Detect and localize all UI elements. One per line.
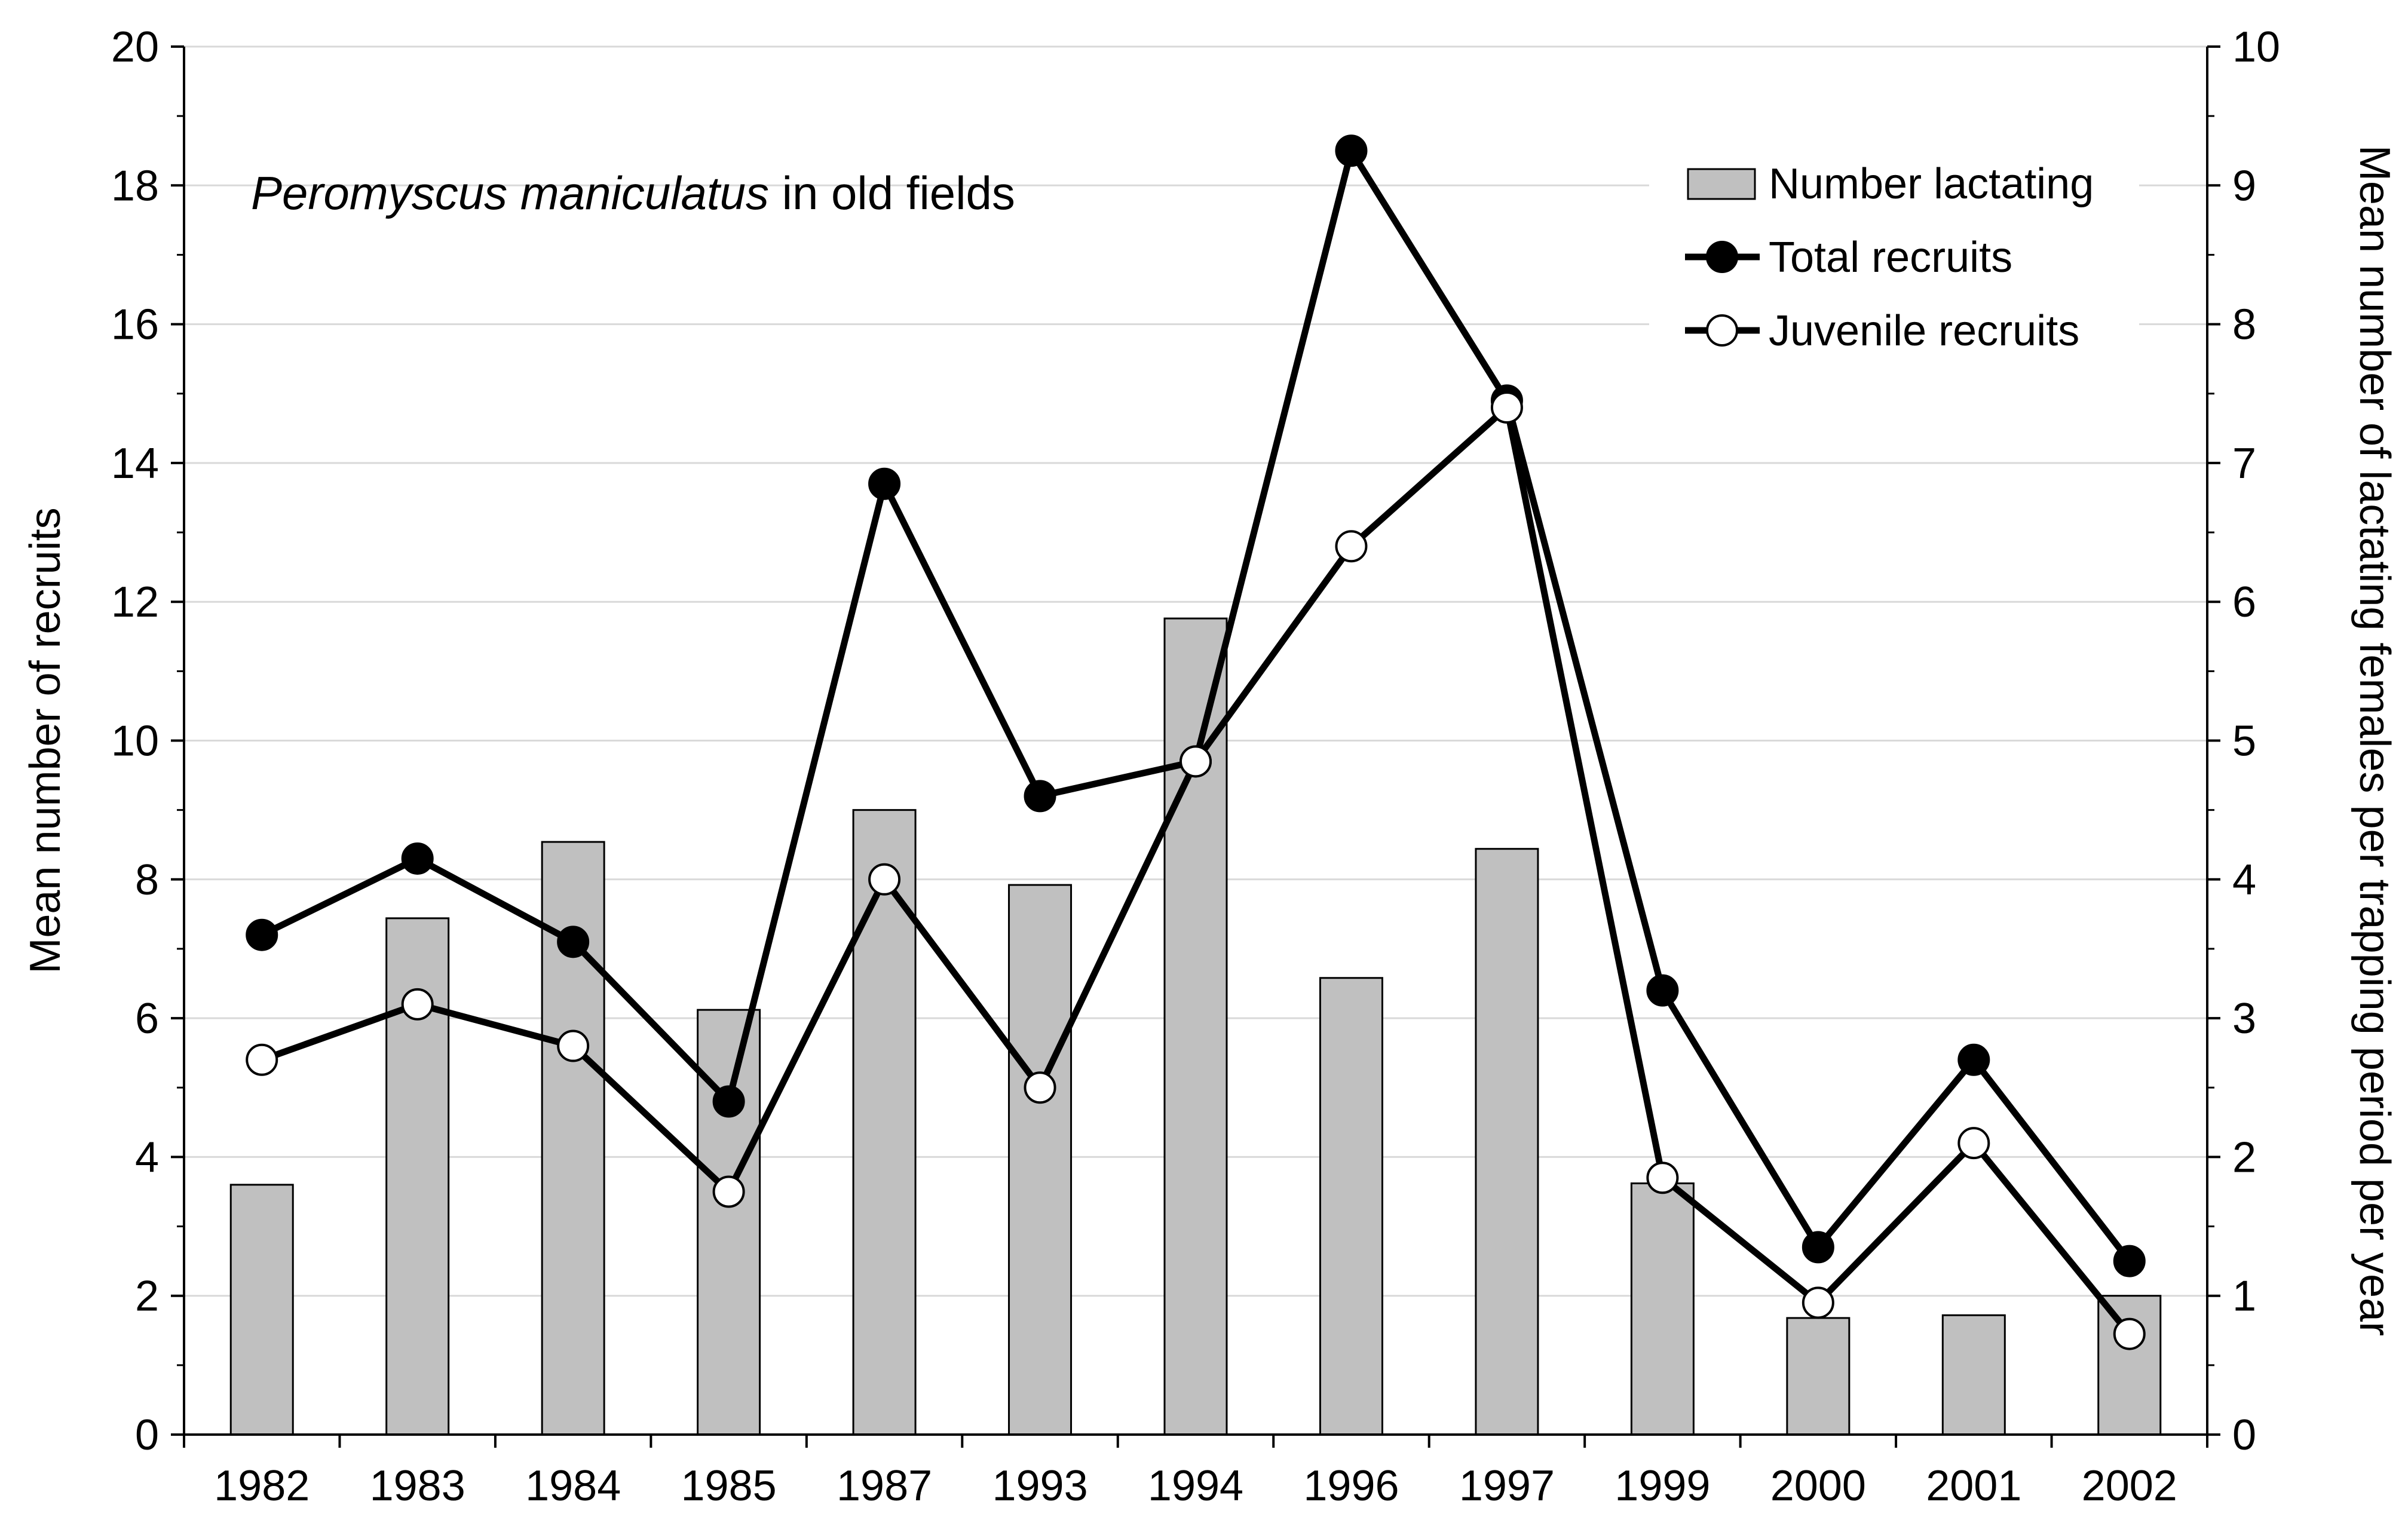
bar-number-lactating-1982	[229, 1184, 294, 1436]
point-juvenile-recruits-2001	[1957, 1127, 1990, 1160]
left-tick-label: 10	[111, 718, 159, 765]
x-tick-label-1985: 1985	[681, 1462, 777, 1510]
x-tick-label-1983: 1983	[370, 1462, 465, 1510]
point-total-recruits-2000	[1802, 1231, 1834, 1264]
point-juvenile-recruits-2000	[1802, 1286, 1834, 1319]
x-tick-label-1993: 1993	[992, 1462, 1087, 1510]
legend-bar-swatch	[1687, 168, 1756, 200]
right-tick-label: 6	[2232, 578, 2256, 626]
left-tick-label: 14	[111, 440, 159, 488]
legend: Number lactating Total recruits Juvenile…	[1649, 143, 2139, 364]
point-total-recruits-1993	[1024, 780, 1056, 813]
x-tick-label-1999: 1999	[1614, 1462, 1710, 1510]
right-tick-label: 0	[2232, 1411, 2256, 1459]
bar-number-lactating-1993	[1008, 884, 1073, 1436]
x-tick-label-1982: 1982	[214, 1462, 310, 1510]
point-juvenile-recruits-1982	[246, 1043, 278, 1076]
point-juvenile-recruits-1999	[1646, 1162, 1679, 1194]
x-tick-label-1987: 1987	[837, 1462, 932, 1510]
point-total-recruits-1996	[1335, 134, 1368, 167]
bar-number-lactating-2002	[2097, 1295, 2162, 1436]
right-tick-label: 5	[2232, 718, 2256, 765]
left-tick-label: 16	[111, 301, 159, 349]
point-total-recruits-1982	[246, 918, 278, 951]
right-tick-label: 1	[2232, 1273, 2256, 1320]
x-tick-label-1984: 1984	[525, 1462, 621, 1510]
x-tick-label-1996: 1996	[1303, 1462, 1399, 1510]
left-axis-title: Mean number of recruits	[22, 507, 69, 973]
point-total-recruits-1983	[401, 842, 434, 875]
lines	[246, 134, 2146, 1350]
chart-title-italic: Peromyscus maniculatus	[251, 167, 769, 219]
left-tick-label: 0	[135, 1411, 159, 1459]
left-tick-label: 6	[135, 995, 159, 1043]
chart-title-rest: in old fields	[769, 167, 1015, 219]
point-juvenile-recruits-1994	[1180, 745, 1212, 778]
left-tick-label: 8	[135, 856, 159, 904]
legend-label-total-recruits: Total recruits	[1769, 234, 2012, 281]
bar-number-lactating-2000	[1786, 1317, 1851, 1436]
legend-label-juvenile-recruits: Juvenile recruits	[1769, 307, 2079, 355]
point-total-recruits-1984	[557, 926, 590, 958]
right-tick-label: 8	[2232, 301, 2256, 349]
right-tick-label: 2	[2232, 1133, 2256, 1181]
point-juvenile-recruits-1984	[557, 1029, 590, 1062]
bar-number-lactating-1997	[1475, 848, 1539, 1436]
x-tick-label-1997: 1997	[1459, 1462, 1555, 1510]
chart-title: Peromyscus maniculatus in old fields	[251, 167, 1015, 219]
point-juvenile-recruits-1996	[1335, 530, 1368, 563]
legend-label-number-lactating: Number lactating	[1769, 160, 2094, 208]
x-tick-label-2001: 2001	[1926, 1462, 2021, 1510]
right-tick-label: 10	[2232, 23, 2280, 71]
point-juvenile-recruits-1993	[1024, 1071, 1056, 1104]
point-total-recruits-1985	[712, 1085, 745, 1118]
point-total-recruits-1987	[868, 467, 901, 500]
point-juvenile-recruits-1997	[1490, 391, 1523, 424]
point-total-recruits-1999	[1646, 974, 1679, 1007]
bar-number-lactating-1999	[1630, 1182, 1695, 1436]
bar-number-lactating-1994	[1163, 617, 1228, 1436]
point-juvenile-recruits-2002	[2113, 1317, 2146, 1350]
point-total-recruits-2002	[2113, 1245, 2146, 1277]
x-tick-label-2002: 2002	[2082, 1462, 2177, 1510]
right-axis-title: Mean number of lactating females per tra…	[2351, 145, 2398, 1336]
bar-number-lactating-2001	[1941, 1314, 2006, 1436]
right-tick-label: 9	[2232, 162, 2256, 210]
x-tick-label-2000: 2000	[1770, 1462, 1866, 1510]
point-juvenile-recruits-1983	[401, 988, 434, 1021]
bar-number-lactating-1996	[1319, 977, 1383, 1436]
point-total-recruits-2001	[1957, 1043, 1990, 1076]
point-juvenile-recruits-1987	[868, 863, 901, 896]
left-tick-label: 12	[111, 578, 159, 626]
bar-number-lactating-1985	[697, 1009, 761, 1436]
point-juvenile-recruits-1985	[712, 1175, 745, 1208]
right-tick-label: 3	[2232, 995, 2256, 1043]
left-tick-label: 2	[135, 1273, 159, 1320]
right-tick-label: 7	[2232, 440, 2256, 488]
right-tick-label: 4	[2232, 856, 2256, 904]
legend-marker-total-recruits	[1706, 241, 1738, 273]
left-tick-label: 20	[111, 23, 159, 71]
x-tick-label-1994: 1994	[1148, 1462, 1243, 1510]
left-tick-label: 18	[111, 162, 159, 210]
legend-marker-juvenile-recruits	[1706, 314, 1738, 347]
left-tick-label: 4	[135, 1133, 159, 1181]
